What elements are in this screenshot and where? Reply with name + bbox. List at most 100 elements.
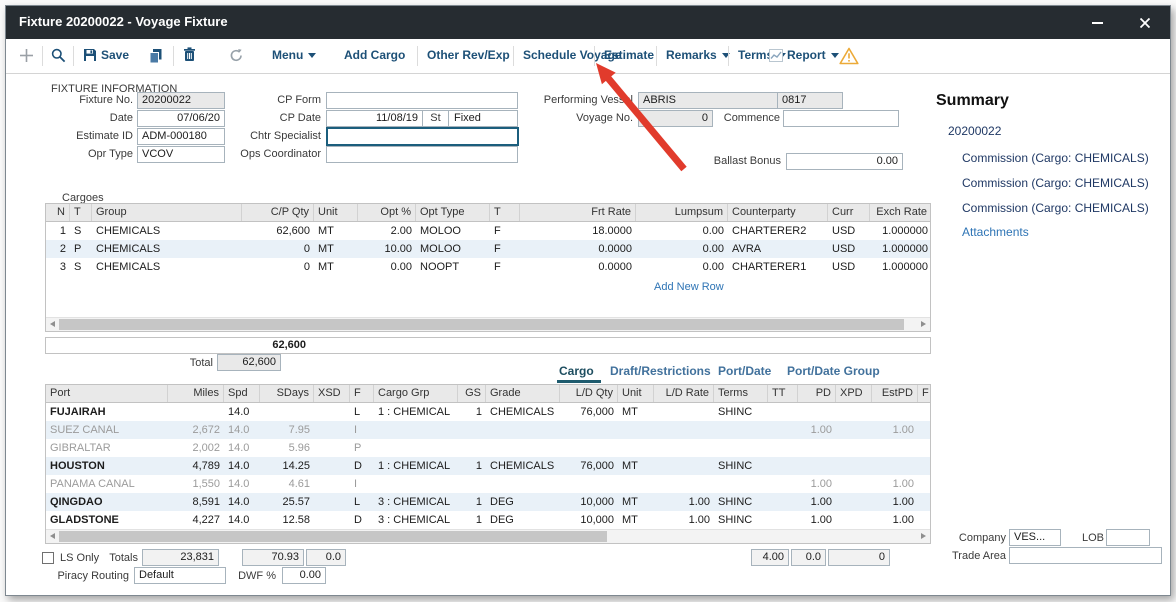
table-cell[interactable]: 8,591 xyxy=(192,496,220,508)
table-cell[interactable]: SHINC xyxy=(718,460,753,472)
table-row[interactable]: 2 P CHEMICALS 0 MT 10.00 MOLOO F 0.0000 0.00 AVRA U… xyxy=(46,240,930,258)
table-cell[interactable]: 5.96 xyxy=(288,442,310,454)
table-cell[interactable] xyxy=(714,421,768,439)
table-cell[interactable] xyxy=(798,439,836,457)
table-cell[interactable]: MOLOO xyxy=(420,225,461,237)
table-cell[interactable]: 3 xyxy=(59,261,66,273)
table-cell[interactable]: D xyxy=(354,514,362,526)
table-cell[interactable]: USD xyxy=(832,261,856,273)
table-cell[interactable]: CHEMICALS xyxy=(96,261,161,273)
table-cell[interactable]: L xyxy=(354,496,361,508)
scrollbar-thumb[interactable] xyxy=(59,531,607,542)
attachments-link[interactable]: Attachments xyxy=(962,225,1029,239)
table-cell[interactable] xyxy=(836,439,872,457)
table-cell[interactable]: 2,672 xyxy=(192,424,220,436)
table-cell[interactable] xyxy=(836,457,872,475)
table-cell[interactable]: L xyxy=(354,406,361,418)
table-cell[interactable]: 1 : CHEMICAL xyxy=(378,460,451,472)
table-cell[interactable] xyxy=(260,403,314,421)
table-cell[interactable]: 10.00 xyxy=(384,243,412,255)
table-cell[interactable] xyxy=(314,493,350,511)
table-cell[interactable] xyxy=(768,493,798,511)
table-cell[interactable]: GLADSTONE xyxy=(50,514,119,526)
table-cell[interactable]: I xyxy=(354,424,358,436)
table-cell[interactable]: 0.00 xyxy=(702,225,724,237)
table-cell[interactable]: USD xyxy=(832,243,856,255)
table-cell[interactable] xyxy=(618,439,654,457)
table-cell[interactable] xyxy=(654,475,714,493)
table-cell[interactable] xyxy=(768,457,798,475)
table-cell[interactable]: 4.61 xyxy=(288,478,310,490)
company-field[interactable]: VES... xyxy=(1009,529,1061,546)
table-cell[interactable]: 1 xyxy=(475,496,482,508)
ls-only-checkbox[interactable] xyxy=(42,552,54,564)
ops-coordinator-field[interactable] xyxy=(326,146,518,163)
table-cell[interactable] xyxy=(872,439,918,457)
table-cell[interactable] xyxy=(560,475,618,493)
table-cell[interactable] xyxy=(168,403,224,421)
trade-area-field[interactable] xyxy=(1009,547,1162,564)
table-cell[interactable]: AVRA xyxy=(732,243,762,255)
table-cell[interactable]: 1.00 xyxy=(892,424,914,436)
table-cell[interactable] xyxy=(458,475,486,493)
table-cell[interactable] xyxy=(618,475,654,493)
table-cell[interactable] xyxy=(314,439,350,457)
summary-commission-item[interactable]: Commission (Cargo: CHEMICALS) xyxy=(962,201,1149,215)
table-cell[interactable]: 14.0 xyxy=(228,460,250,472)
table-cell[interactable]: F xyxy=(494,225,501,237)
table-row[interactable]: 1 S CHEMICALS 62,600 MT 2.00 MOLOO F 18.0000 0.00… xyxy=(46,222,930,240)
st-field[interactable]: Fixed xyxy=(454,112,481,124)
table-cell[interactable] xyxy=(872,457,918,475)
table-cell[interactable]: 14.0 xyxy=(228,442,250,454)
table-cell[interactable]: 2 xyxy=(59,243,66,255)
warning-icon[interactable] xyxy=(839,47,859,70)
table-cell[interactable] xyxy=(768,475,798,493)
table-row[interactable]: GLADSTONE 4,227 14.0 12.58 D 3 : CHEMICAL 1 DEG… xyxy=(46,511,930,529)
table-cell[interactable]: DEG xyxy=(490,514,514,526)
add-new-row-link[interactable]: Add New Row xyxy=(654,281,724,293)
table-cell[interactable]: 1,550 xyxy=(192,478,220,490)
table-cell[interactable] xyxy=(618,421,654,439)
table-cell[interactable] xyxy=(560,439,618,457)
table-cell[interactable]: S xyxy=(74,225,82,237)
tab-port-date[interactable]: Port/Date xyxy=(718,364,772,378)
other-rev-exp-button[interactable]: Other Rev/Exp xyxy=(427,48,510,62)
table-cell[interactable]: S xyxy=(74,261,82,273)
table-cell[interactable]: CHARTERER1 xyxy=(732,261,807,273)
table-cell[interactable]: 1.00 xyxy=(688,514,710,526)
close-button[interactable] xyxy=(1134,15,1156,31)
scroll-right-arrow[interactable] xyxy=(917,318,930,331)
table-cell[interactable]: MT xyxy=(318,261,334,273)
table-cell[interactable] xyxy=(374,439,458,457)
schedule-voyage-button[interactable]: Schedule Voyage xyxy=(523,48,622,62)
table-row[interactable]: PANAMA CANAL 1,550 14.0 4.61 I 1.00 1.00 xyxy=(46,475,930,493)
remarks-button[interactable]: Remarks xyxy=(666,48,730,62)
estimate-id-field[interactable]: ADM-000180 xyxy=(137,128,225,145)
table-cell[interactable]: 0 xyxy=(303,243,310,255)
table-cell[interactable]: CHEMICALS xyxy=(490,460,555,472)
table-row[interactable]: FUJAIRAH 14.0 L 1 : CHEMICAL 1 CHEMICALS 76,00… xyxy=(46,403,930,421)
table-cell[interactable]: SHINC xyxy=(718,514,753,526)
table-cell[interactable]: SHINC xyxy=(718,406,753,418)
tab-cargo[interactable]: Cargo xyxy=(559,364,594,378)
table-cell[interactable]: 1 xyxy=(59,225,66,237)
table-cell[interactable]: 1.00 xyxy=(892,514,914,526)
table-cell[interactable]: 0.0000 xyxy=(598,243,632,255)
table-cell[interactable] xyxy=(918,475,930,493)
table-cell[interactable] xyxy=(486,439,560,457)
table-cell[interactable]: 0.0000 xyxy=(598,261,632,273)
table-cell[interactable]: HOUSTON xyxy=(50,460,105,472)
table-cell[interactable]: MT xyxy=(318,225,334,237)
table-cell[interactable]: CHARTERER2 xyxy=(732,225,807,237)
table-cell[interactable]: F xyxy=(494,243,501,255)
table-cell[interactable]: 2.00 xyxy=(390,225,412,237)
table-cell[interactable] xyxy=(314,511,350,529)
table-cell[interactable] xyxy=(374,475,458,493)
table-cell[interactable]: 4,789 xyxy=(192,460,220,472)
table-cell[interactable]: 1.00 xyxy=(892,478,914,490)
table-cell[interactable]: CHEMICALS xyxy=(96,243,161,255)
summary-fixture-id[interactable]: 20200022 xyxy=(948,124,1002,138)
table-cell[interactable] xyxy=(654,421,714,439)
table-cell[interactable] xyxy=(768,511,798,529)
table-cell[interactable] xyxy=(918,403,930,421)
